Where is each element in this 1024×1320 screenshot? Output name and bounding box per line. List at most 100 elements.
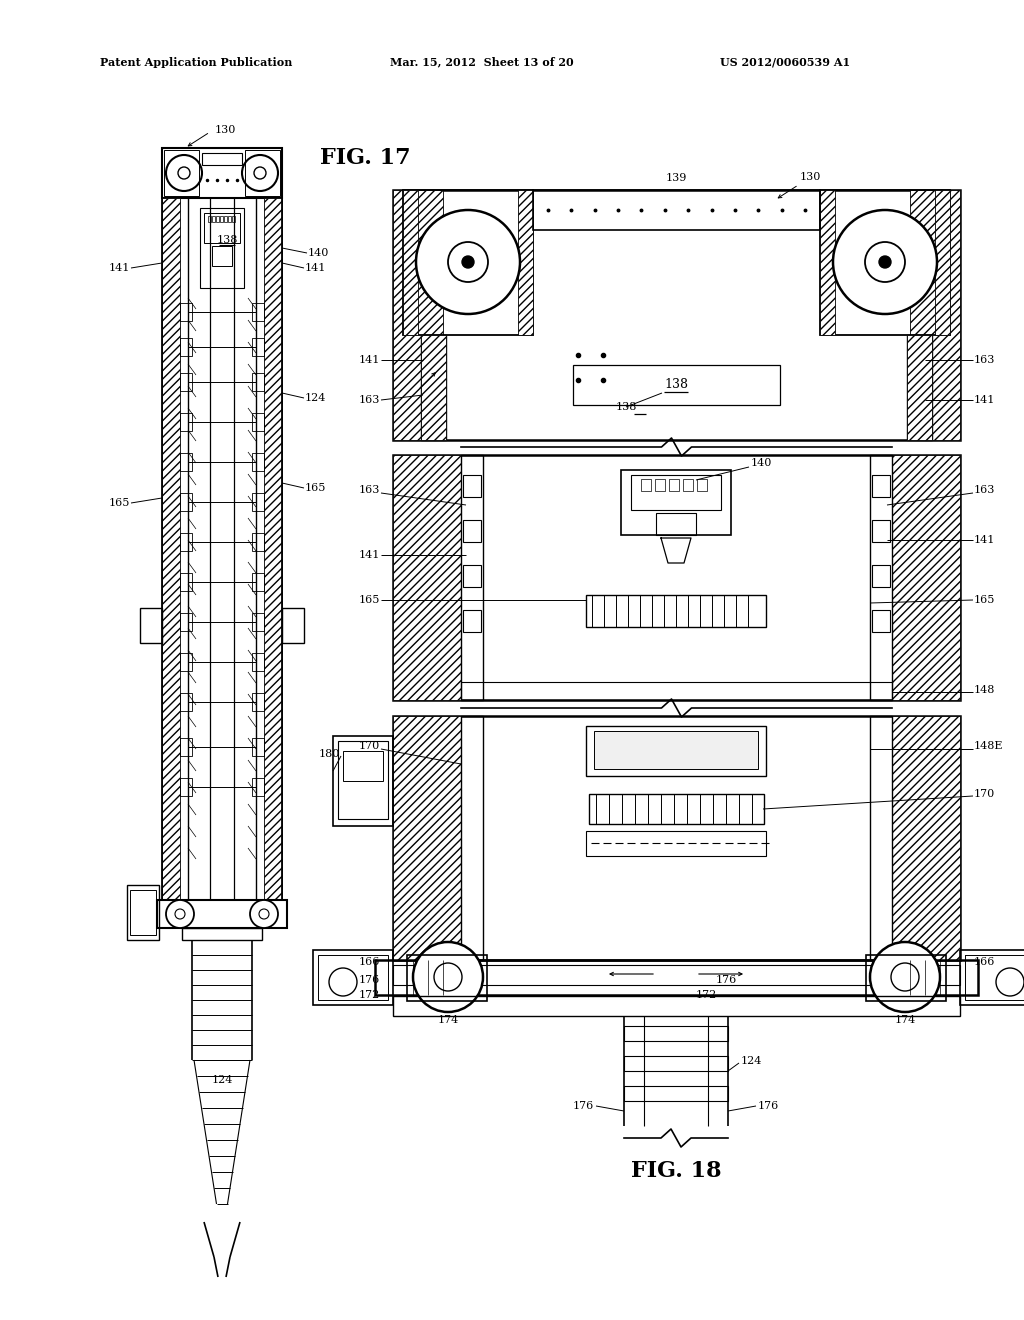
Bar <box>162 148 282 198</box>
Text: 176: 176 <box>572 1101 594 1111</box>
Bar <box>318 954 388 1001</box>
Bar <box>208 216 211 222</box>
Text: 166: 166 <box>358 957 380 968</box>
Bar <box>393 715 461 960</box>
Circle shape <box>434 964 462 991</box>
Bar <box>463 610 481 632</box>
Bar <box>892 715 961 960</box>
Text: 174: 174 <box>437 1015 459 1026</box>
Text: 176: 176 <box>758 1101 779 1111</box>
Text: US 2012/0060539 A1: US 2012/0060539 A1 <box>720 57 850 67</box>
Text: 138: 138 <box>615 403 637 412</box>
Bar <box>393 455 961 700</box>
Text: 176: 176 <box>716 975 736 985</box>
Bar <box>252 374 264 391</box>
Bar <box>870 455 892 700</box>
Bar <box>407 954 487 1001</box>
Bar <box>252 492 264 511</box>
Bar <box>641 479 651 491</box>
Bar <box>463 475 481 498</box>
Bar <box>180 533 193 550</box>
Circle shape <box>329 968 357 997</box>
Text: 148E: 148E <box>974 741 1004 751</box>
Bar <box>463 565 481 587</box>
Circle shape <box>413 942 483 1012</box>
Bar <box>393 965 961 985</box>
Circle shape <box>462 256 474 268</box>
Circle shape <box>175 909 185 919</box>
Bar <box>333 737 393 826</box>
Bar <box>624 1086 728 1101</box>
Bar <box>872 610 890 632</box>
Bar <box>624 1056 728 1071</box>
Text: 138: 138 <box>664 379 688 392</box>
Circle shape <box>242 154 278 191</box>
Bar <box>245 150 280 195</box>
Text: 163: 163 <box>358 395 380 405</box>
Bar <box>403 190 418 335</box>
Text: 166: 166 <box>974 957 995 968</box>
Bar <box>182 928 262 940</box>
Bar <box>252 653 264 671</box>
Circle shape <box>166 154 202 191</box>
Bar <box>212 246 232 267</box>
Circle shape <box>250 900 278 928</box>
Bar <box>252 304 264 321</box>
Bar <box>961 950 1024 1005</box>
Text: 141: 141 <box>974 395 995 405</box>
Text: 163: 163 <box>974 484 995 495</box>
Bar <box>421 335 446 440</box>
Bar <box>965 954 1024 1001</box>
Text: 172: 172 <box>695 990 717 1001</box>
Bar <box>910 190 961 440</box>
Bar <box>892 455 961 700</box>
Text: 141: 141 <box>358 550 380 560</box>
Text: 130: 130 <box>778 172 821 198</box>
Circle shape <box>833 210 937 314</box>
Text: 130: 130 <box>215 125 237 135</box>
Bar <box>461 715 483 960</box>
Bar <box>313 950 393 1005</box>
Text: 180: 180 <box>318 748 340 759</box>
Bar <box>935 190 950 335</box>
Bar <box>403 190 534 335</box>
Bar <box>393 997 961 1016</box>
Bar <box>157 900 287 928</box>
Bar <box>180 492 193 511</box>
Bar <box>282 609 304 643</box>
Circle shape <box>254 168 266 180</box>
Bar <box>669 479 679 491</box>
Bar <box>130 890 156 935</box>
Bar <box>820 190 950 335</box>
Bar <box>202 153 242 165</box>
Bar <box>463 520 481 543</box>
Bar <box>421 335 446 440</box>
Bar <box>586 832 766 855</box>
Bar <box>162 198 180 900</box>
Text: 141: 141 <box>109 263 130 273</box>
Bar <box>180 374 193 391</box>
Bar <box>820 190 835 335</box>
Bar <box>872 565 890 587</box>
Bar <box>252 612 264 631</box>
Text: 141: 141 <box>305 263 327 273</box>
Bar <box>872 520 890 543</box>
Text: Patent Application Publication: Patent Application Publication <box>100 57 293 67</box>
Bar <box>212 216 215 222</box>
Bar <box>393 190 443 440</box>
Bar <box>907 335 932 440</box>
Bar <box>127 884 159 940</box>
Text: 165: 165 <box>358 595 380 605</box>
Text: 140: 140 <box>751 458 772 469</box>
Bar <box>180 653 193 671</box>
Bar <box>204 213 240 243</box>
Text: FIG. 17: FIG. 17 <box>319 147 411 169</box>
Bar <box>252 533 264 550</box>
Text: 176: 176 <box>358 975 380 985</box>
Bar <box>866 954 946 1001</box>
Text: 139: 139 <box>666 173 687 183</box>
Bar <box>907 335 932 440</box>
Text: 170: 170 <box>358 741 380 751</box>
Bar <box>228 216 231 222</box>
Bar <box>655 479 665 491</box>
